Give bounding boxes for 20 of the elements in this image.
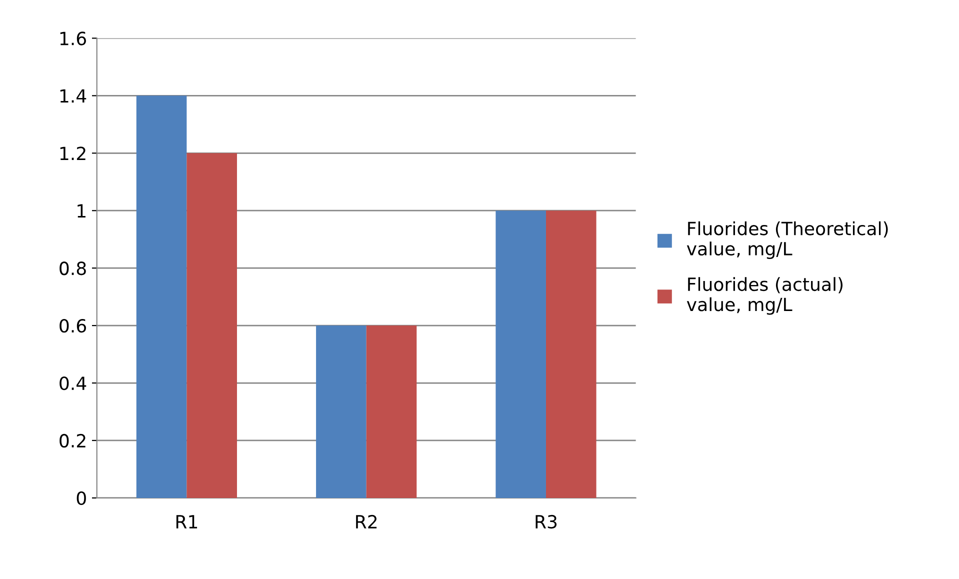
bar bbox=[316, 326, 366, 498]
y-tick-label: 1.6 bbox=[60, 32, 86, 46]
y-tick-label: 0.4 bbox=[60, 376, 86, 390]
y-tick-label: 0.2 bbox=[60, 434, 86, 448]
legend-label: Fluorides (Theoretical) value, mg/L bbox=[686, 221, 888, 260]
bar bbox=[546, 210, 596, 498]
x-tick-label: R1 bbox=[176, 515, 198, 528]
x-tick-label: R2 bbox=[356, 514, 377, 528]
x-tick-label: R3 bbox=[536, 514, 557, 529]
y-tick-label: 1 bbox=[78, 204, 86, 218]
y-tick-label: 0.6 bbox=[60, 319, 86, 333]
y-tick-label: 0.8 bbox=[60, 262, 86, 276]
bar bbox=[186, 153, 237, 498]
legend-label: Fluorides (actual) value, mg/L bbox=[686, 277, 843, 315]
y-tick-label: 1.2 bbox=[60, 146, 86, 160]
y-tick-label: 1.4 bbox=[60, 89, 86, 103]
y-tick-label: 0 bbox=[76, 491, 86, 506]
bar bbox=[136, 96, 187, 498]
bar bbox=[366, 326, 417, 498]
bar bbox=[496, 210, 546, 498]
